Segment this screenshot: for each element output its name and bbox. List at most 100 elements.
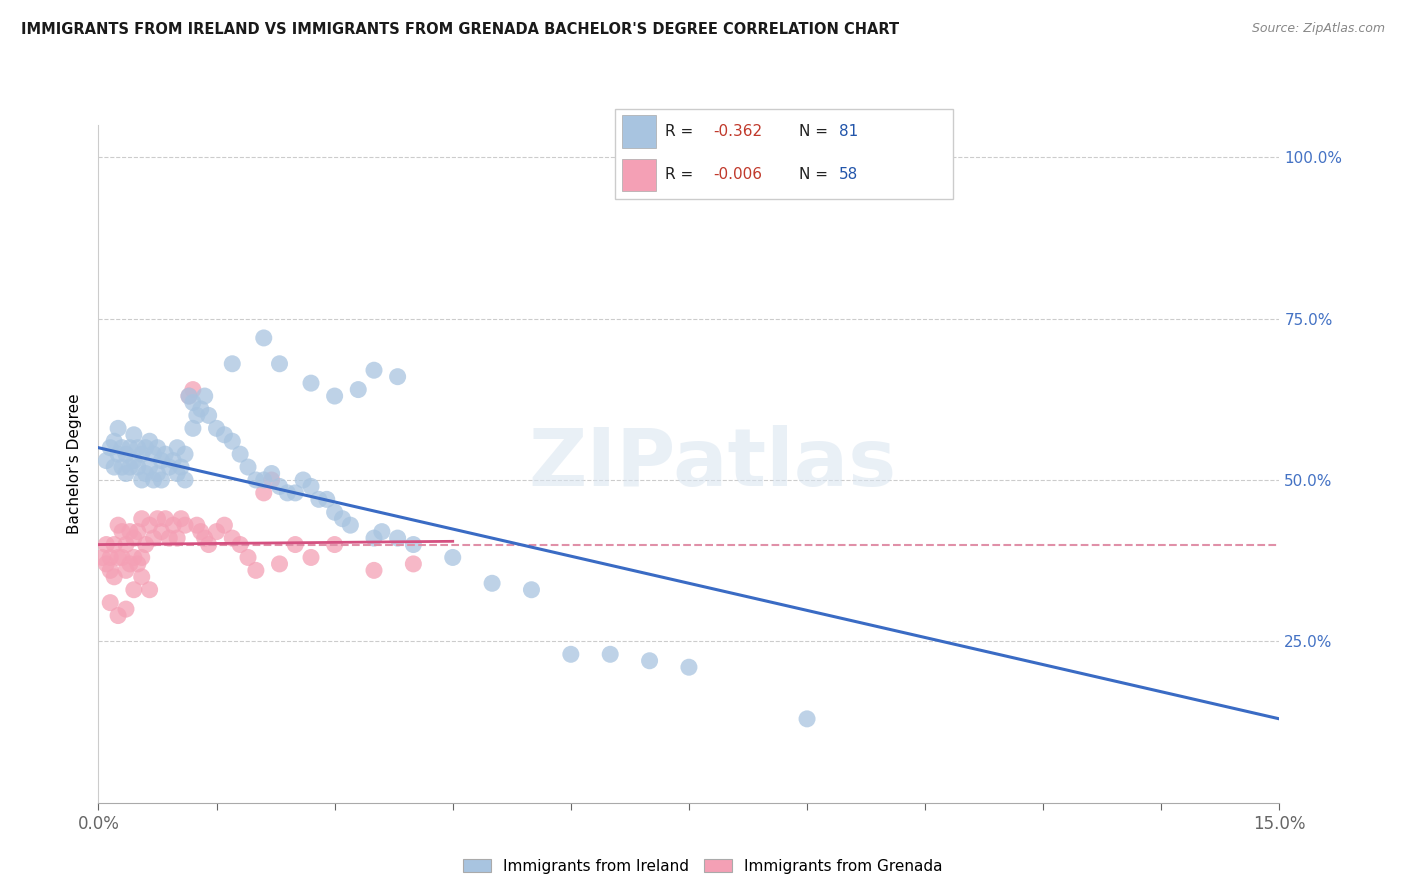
FancyBboxPatch shape xyxy=(614,109,953,199)
Point xyxy=(122,453,145,467)
Point xyxy=(177,389,200,403)
Point xyxy=(115,447,138,461)
Point xyxy=(284,486,307,500)
Point xyxy=(118,524,141,539)
Point xyxy=(103,537,125,551)
Text: -0.006: -0.006 xyxy=(713,168,762,183)
Text: N =: N = xyxy=(800,124,828,139)
Point xyxy=(174,473,197,487)
Point xyxy=(190,401,212,416)
Point xyxy=(155,447,177,461)
Point xyxy=(269,357,291,371)
Legend: Immigrants from Ireland, Immigrants from Grenada: Immigrants from Ireland, Immigrants from… xyxy=(457,853,949,880)
Point xyxy=(402,537,425,551)
Point xyxy=(253,473,276,487)
Point xyxy=(135,467,157,481)
Point xyxy=(111,460,134,475)
Point xyxy=(229,447,252,461)
Point xyxy=(96,557,118,571)
Point xyxy=(127,441,149,455)
Point xyxy=(599,648,621,662)
Point xyxy=(284,537,307,551)
Point xyxy=(245,563,267,577)
Point xyxy=(678,660,700,674)
Point xyxy=(150,453,173,467)
Point xyxy=(103,434,125,449)
Point xyxy=(107,447,129,461)
Point xyxy=(131,550,153,565)
Point xyxy=(170,460,193,475)
Point xyxy=(308,492,330,507)
Point xyxy=(269,479,291,493)
Point xyxy=(131,570,153,584)
Point xyxy=(107,518,129,533)
Point xyxy=(323,537,346,551)
Point xyxy=(363,363,385,377)
Point xyxy=(157,460,180,475)
Point xyxy=(162,453,184,467)
Point xyxy=(115,537,138,551)
Point xyxy=(363,563,385,577)
Point xyxy=(118,441,141,455)
Point xyxy=(103,570,125,584)
Point xyxy=(299,479,322,493)
Point xyxy=(138,582,160,597)
Point xyxy=(122,531,145,545)
Point xyxy=(157,531,180,545)
Point xyxy=(131,512,153,526)
Point xyxy=(122,582,145,597)
Point xyxy=(135,537,157,551)
Point xyxy=(299,550,322,565)
Point xyxy=(127,524,149,539)
Point xyxy=(323,505,346,519)
Text: R =: R = xyxy=(665,124,693,139)
Point xyxy=(131,447,153,461)
Point xyxy=(115,467,138,481)
Point xyxy=(638,654,661,668)
Point xyxy=(221,434,243,449)
Point xyxy=(122,550,145,565)
Point xyxy=(190,524,212,539)
Point xyxy=(138,460,160,475)
Point xyxy=(520,582,543,597)
Point xyxy=(142,447,165,461)
Point xyxy=(155,512,177,526)
Point xyxy=(481,576,503,591)
Point xyxy=(276,486,298,500)
Point xyxy=(142,531,165,545)
Point xyxy=(194,531,217,545)
Text: IMMIGRANTS FROM IRELAND VS IMMIGRANTS FROM GRENADA BACHELOR'S DEGREE CORRELATION: IMMIGRANTS FROM IRELAND VS IMMIGRANTS FR… xyxy=(21,22,900,37)
Point xyxy=(98,563,121,577)
Point xyxy=(98,596,121,610)
Point xyxy=(174,518,197,533)
Point xyxy=(221,357,243,371)
Point xyxy=(166,531,188,545)
Point xyxy=(221,531,243,545)
Point xyxy=(186,409,208,423)
Point xyxy=(253,486,276,500)
Point xyxy=(402,557,425,571)
Point xyxy=(387,531,409,545)
Point xyxy=(150,524,173,539)
Point xyxy=(166,467,188,481)
Point xyxy=(796,712,818,726)
Point xyxy=(118,460,141,475)
Bar xyxy=(621,115,657,148)
Text: -0.362: -0.362 xyxy=(713,124,762,139)
Point xyxy=(150,473,173,487)
Point xyxy=(98,441,121,455)
Point xyxy=(107,421,129,435)
Point xyxy=(229,537,252,551)
Point xyxy=(131,473,153,487)
Point xyxy=(146,441,169,455)
Point xyxy=(103,460,125,475)
Text: R =: R = xyxy=(665,168,693,183)
Point xyxy=(135,441,157,455)
Text: N =: N = xyxy=(800,168,828,183)
Point xyxy=(107,550,129,565)
Point xyxy=(194,389,217,403)
Text: Source: ZipAtlas.com: Source: ZipAtlas.com xyxy=(1251,22,1385,36)
Point xyxy=(122,427,145,442)
Point xyxy=(170,512,193,526)
Point xyxy=(115,563,138,577)
